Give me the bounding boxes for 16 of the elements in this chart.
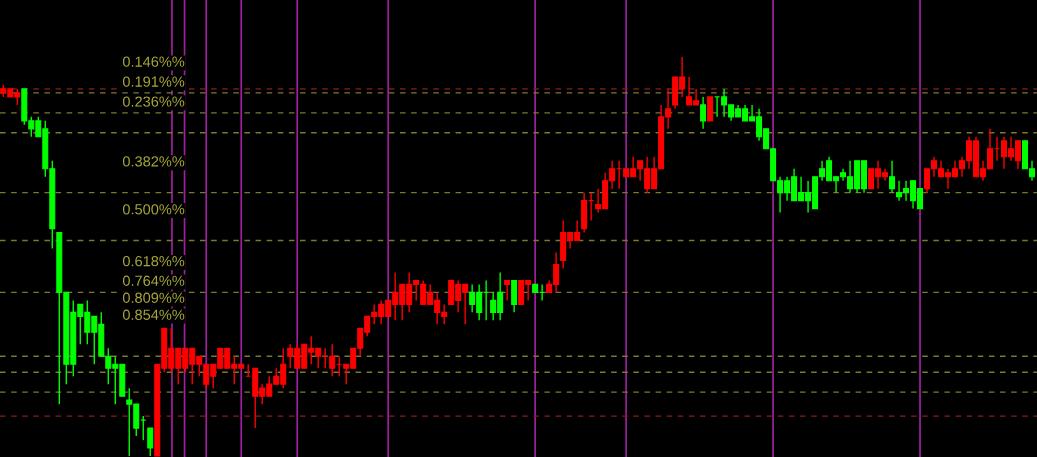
candlestick: [889, 160, 896, 194]
annotation: 0.854%%: [122, 309, 185, 320]
candlestick: [700, 96, 707, 130]
candlestick: [140, 415, 147, 441]
candlestick: [707, 96, 714, 122]
annotation: 0.764%%: [122, 275, 185, 286]
annotation: 0.382%%: [122, 156, 185, 167]
candlestick: [504, 279, 511, 302]
annotation: 0.500%%: [122, 204, 185, 215]
candlestick: [147, 427, 154, 457]
annotation: 0.146%%: [122, 56, 185, 67]
annotation: 0.236%%: [122, 96, 185, 107]
annotation: 0.618%%: [122, 256, 185, 267]
annotation: 0.809%%: [122, 292, 185, 303]
annotation: 0.191%%: [122, 76, 185, 87]
candlestick: [511, 279, 518, 314]
